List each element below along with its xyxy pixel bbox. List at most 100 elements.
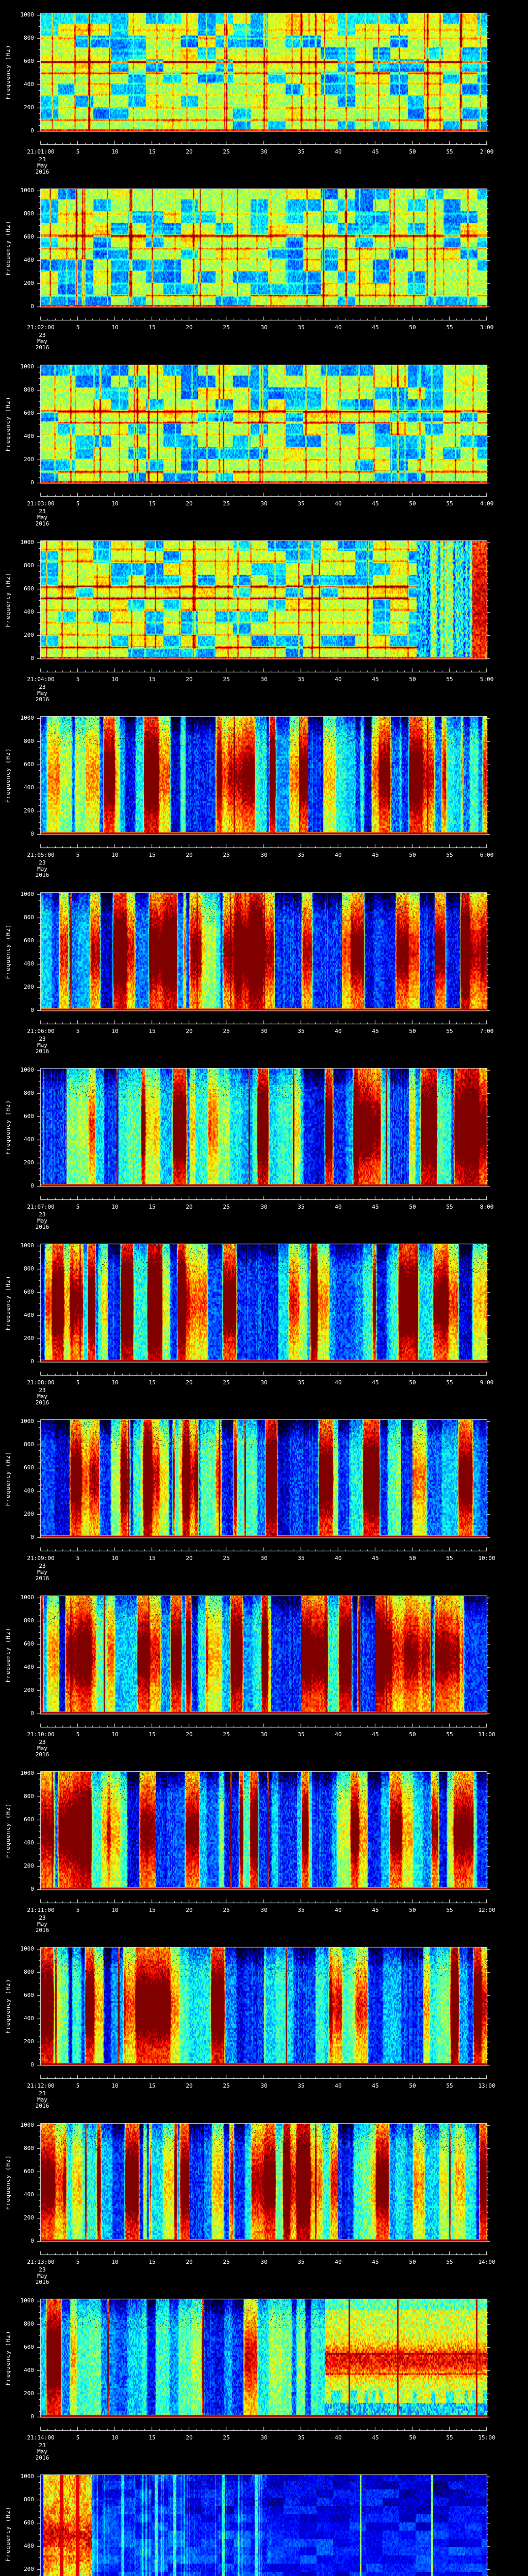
y-axis-title: Frequency (Hz): [5, 1275, 11, 1331]
y-tick-label: 800: [24, 1265, 34, 1272]
y-tick-label: 600: [24, 233, 34, 240]
x-axis-start-time-label: 21:13:00: [27, 2259, 55, 2265]
spectrogram-heatmap: [36, 1945, 491, 2082]
spectrogram-heatmap: [36, 891, 491, 1028]
x-tick-label: 35: [298, 500, 305, 507]
x-tick-label: 15: [148, 2259, 156, 2265]
y-tick-label: 0: [30, 1358, 34, 1365]
date-line: 2016: [35, 872, 50, 878]
y-tick-label: 0: [30, 1710, 34, 1717]
x-tick-label: 35: [298, 2082, 305, 2089]
x-tick-label: 25: [223, 148, 230, 155]
spectrogram-panel: Frequency (Hz) 1000 800 600 400 200 0 5 10 15 20…: [0, 879, 528, 1055]
date-line: May: [37, 1569, 47, 1575]
x-axis-start-time-label: 21:01:00: [27, 148, 55, 155]
x-axis-end-time-label: 8:00: [480, 1204, 494, 1210]
y-axis-title: Frequency (Hz): [5, 2330, 11, 2386]
y-tick-label: 400: [24, 960, 34, 967]
y-tick-label: 0: [30, 303, 34, 310]
x-tick-label: 50: [409, 2434, 416, 2441]
x-tick-label: 30: [260, 1731, 268, 1738]
date-line: 2016: [35, 696, 50, 703]
x-tick-label: 45: [372, 500, 379, 507]
x-tick-label: 40: [335, 148, 342, 155]
y-tick-label: 1000: [20, 715, 35, 721]
x-tick-label: 40: [335, 2082, 342, 2089]
x-tick-label: 55: [446, 500, 453, 507]
x-tick-label: 35: [298, 1907, 305, 1913]
x-tick-label: 5: [76, 324, 80, 331]
x-axis-start-time-label: 21:02:00: [27, 324, 55, 331]
x-tick-label: 35: [298, 1555, 305, 1562]
y-tick-label: 1000: [20, 187, 35, 194]
x-tick-label: 10: [111, 148, 119, 155]
x-tick-label: 30: [260, 1028, 268, 1035]
x-tick-label: 50: [409, 500, 416, 507]
x-tick-label: 45: [372, 1028, 379, 1035]
x-tick-label: 5: [76, 1555, 80, 1562]
date-line: 2016: [35, 2454, 50, 2461]
spectrogram-panel: Frequency (Hz) 1000 800 600 400 200 0 5 10 15 20…: [0, 1758, 528, 1934]
x-axis-end-time-label: 13:00: [478, 2082, 496, 2089]
y-tick-label: 400: [24, 1664, 34, 1670]
y-tick-label: 200: [24, 632, 34, 638]
y-tick-label: 1000: [20, 1770, 35, 1776]
x-tick-label: 40: [335, 324, 342, 331]
date-line: 23: [39, 2266, 46, 2273]
date-line: 2016: [35, 520, 50, 527]
y-tick-label: 0: [30, 1182, 34, 1189]
date-line: 2016: [35, 344, 50, 351]
x-axis-end-time-label: 2:00: [480, 148, 494, 155]
spectrogram-heatmap: [36, 2473, 491, 2576]
x-axis-end-time-label: 4:00: [480, 500, 494, 507]
x-tick-label: 50: [409, 852, 416, 858]
x-tick-label: 5: [76, 148, 80, 155]
x-tick-label: 55: [446, 2082, 453, 2089]
x-tick-label: 25: [223, 2082, 230, 2089]
y-tick-label: 200: [24, 1687, 34, 1693]
date-line: 2016: [35, 168, 50, 175]
x-tick-label: 35: [298, 1731, 305, 1738]
y-tick-label: 800: [24, 1969, 34, 1975]
x-tick-label: 10: [111, 676, 119, 683]
x-tick-label: 30: [260, 2434, 268, 2441]
x-tick-label: 10: [111, 1731, 119, 1738]
x-tick-label: 45: [372, 676, 379, 683]
date-line: 2016: [35, 1399, 50, 1406]
date-line: 2016: [35, 1575, 50, 1582]
x-tick-label: 35: [298, 1204, 305, 1210]
x-tick-label: 20: [186, 1555, 193, 1562]
y-tick-label: 1000: [20, 2297, 35, 2304]
x-tick-label: 25: [223, 500, 230, 507]
date-line: 23: [39, 1563, 46, 1569]
y-tick-label: 200: [24, 280, 34, 286]
y-tick-label: 800: [24, 2496, 34, 2503]
x-tick-label: 40: [335, 676, 342, 683]
spectrogram-heatmap: [36, 715, 491, 852]
spectrogram-panel: Frequency (Hz) 1000 800 600 400 200 0 5 10 15 20…: [0, 352, 528, 528]
date-line: 23: [39, 156, 46, 163]
x-tick-label: 35: [298, 1379, 305, 1386]
x-tick-label: 20: [186, 2434, 193, 2441]
y-tick-label: 800: [24, 2320, 34, 2327]
date-line: May: [37, 2096, 47, 2103]
y-tick-label: 800: [24, 210, 34, 217]
x-tick-label: 20: [186, 852, 193, 858]
x-tick-label: 5: [76, 1731, 80, 1738]
spectrogram-panel: Frequency (Hz) 1000 800 600 400 200 0 5 10 15 20…: [0, 1406, 528, 1582]
x-tick-label: 10: [111, 1204, 119, 1210]
x-tick-label: 55: [446, 1731, 453, 1738]
x-tick-label: 45: [372, 1731, 379, 1738]
y-tick-label: 400: [24, 1312, 34, 1318]
date-line: 23: [39, 332, 46, 338]
date-line: May: [37, 866, 47, 872]
date-line: 23: [39, 1036, 46, 1042]
date-line: May: [37, 2448, 47, 2455]
spectrogram-heatmap: [36, 1594, 491, 1731]
date-line: 23: [39, 684, 46, 690]
spectrogram-panel: Frequency (Hz) 1000 800 600 400 200 0 5 10 15 20…: [0, 1934, 528, 2110]
spectrogram-panel: Frequency (Hz) 1000 800 600 400 200 0 5 10 15 20…: [0, 1055, 528, 1231]
x-tick-label: 15: [148, 148, 156, 155]
x-tick-label: 10: [111, 1907, 119, 1913]
x-tick-label: 45: [372, 1379, 379, 1386]
